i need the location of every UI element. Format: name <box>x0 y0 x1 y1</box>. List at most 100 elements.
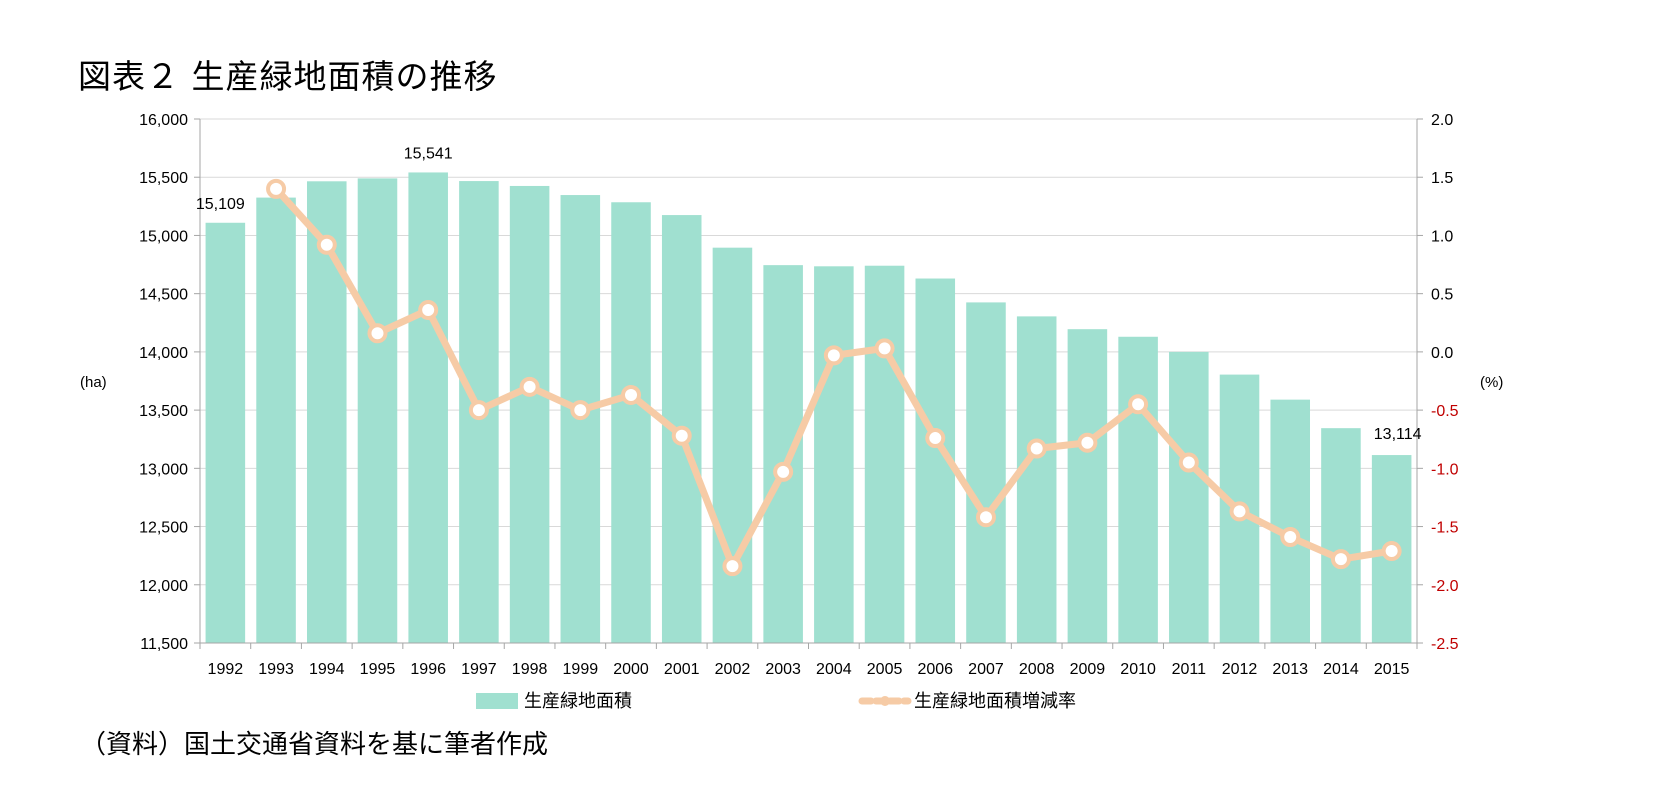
bar-data-label: 15,109 <box>196 196 245 213</box>
rate-point <box>671 425 692 446</box>
x-axis-tick-label: 1993 <box>258 661 294 678</box>
right-axis-tick-label: 1.5 <box>1431 170 1453 187</box>
left-axis-tick-label: 15,500 <box>139 170 188 187</box>
left-axis-unit: (ha) <box>80 374 107 391</box>
bar <box>205 222 246 643</box>
rate-point <box>468 400 489 421</box>
rate-point <box>823 345 844 366</box>
bar <box>1067 329 1108 643</box>
rate-point <box>1128 394 1149 415</box>
rate-point <box>1229 501 1250 522</box>
left-axis-tick-label: 13,000 <box>139 461 188 478</box>
x-axis-tick-label: 2001 <box>664 661 700 678</box>
bar <box>1169 351 1209 643</box>
x-axis-tick-label: 2008 <box>1019 661 1055 678</box>
rate-point <box>266 178 287 199</box>
legend-swatch-bar <box>476 693 518 709</box>
left-axis-tick-label: 14,000 <box>139 345 188 362</box>
x-axis-tick-label: 1995 <box>360 661 396 678</box>
legend-label-bar: 生産緑地面積 <box>524 691 632 712</box>
bar <box>864 265 905 643</box>
left-axis-tick-label: 13,500 <box>139 403 188 420</box>
legend-marker-line <box>880 696 890 706</box>
right-axis-tick-label: -1.0 <box>1431 461 1459 478</box>
left-axis-tick-label: 11,500 <box>140 636 188 653</box>
right-axis-tick-label: -2.5 <box>1431 636 1459 653</box>
x-axis-tick-label: 1992 <box>208 661 244 678</box>
bar-data-label: 15,541 <box>404 145 453 162</box>
left-axis-tick-label: 14,500 <box>139 287 188 304</box>
rate-point <box>722 556 743 577</box>
bar <box>509 185 550 643</box>
left-axis-tick-label: 16,000 <box>139 112 188 129</box>
left-axis-tick-label: 15,000 <box>139 228 188 245</box>
x-axis-tick-label: 2012 <box>1222 661 1258 678</box>
bar <box>1270 399 1311 643</box>
right-axis-tick-label: 0.5 <box>1431 287 1453 304</box>
rate-point <box>925 428 946 449</box>
rate-point <box>316 234 337 255</box>
rate-point <box>874 338 895 359</box>
bar <box>1016 316 1057 643</box>
rate-point <box>621 384 642 405</box>
left-axis-tick-label: 12,500 <box>139 520 188 537</box>
bar-data-label: 13,114 <box>1374 426 1422 443</box>
legend: 生産緑地面積 生産緑地面積増減率 <box>476 691 1076 712</box>
bar <box>966 302 1006 643</box>
left-axis-tick-label: 12,000 <box>139 578 188 595</box>
x-axis-tick-label: 2005 <box>867 661 903 678</box>
x-axis-tick-label: 2007 <box>968 661 1004 678</box>
x-axis-tick-label: 2014 <box>1323 661 1359 678</box>
bar <box>408 172 448 643</box>
x-axis-tick-label: 2010 <box>1120 661 1156 678</box>
bar <box>763 265 803 643</box>
x-axis-tick-label: 2004 <box>816 661 852 678</box>
rate-point <box>1077 432 1098 453</box>
bar <box>1118 336 1158 643</box>
source-note: （資料）国土交通省資料を基に筆者作成 <box>80 730 549 760</box>
rate-point <box>418 299 439 320</box>
rate-point <box>1381 541 1402 562</box>
x-axis-tick-label: 2015 <box>1374 661 1410 678</box>
right-axis-tick-label: 1.0 <box>1431 228 1453 245</box>
right-axis-tick-label: -0.5 <box>1431 403 1459 420</box>
rate-point <box>1280 527 1301 548</box>
right-axis-tick-label: -1.5 <box>1431 520 1459 537</box>
line-series <box>266 178 1402 577</box>
x-axis-tick-label: 2003 <box>765 661 801 678</box>
bar <box>712 247 753 643</box>
bar <box>256 197 296 643</box>
rate-point <box>1026 438 1047 459</box>
axes: 11,500 12,000 12,500 13,000 13,500 14,000 14,5… <box>80 112 1503 678</box>
x-axis-tick-label: 2002 <box>715 661 751 678</box>
x-axis-tick-label: 2011 <box>1172 661 1207 678</box>
x-axis-tick-label: 2006 <box>917 661 953 678</box>
rate-point <box>1178 452 1199 473</box>
bar <box>814 266 854 643</box>
x-axis-tick-label: 1998 <box>512 661 548 678</box>
x-axis-tick-label: 2000 <box>613 661 649 678</box>
rate-point <box>570 400 591 421</box>
x-axis-tick-label: 2013 <box>1272 661 1308 678</box>
bar <box>611 202 651 643</box>
rate-point <box>773 461 794 482</box>
x-axis-tick-label: 1994 <box>309 661 345 678</box>
rate-point <box>1330 549 1351 570</box>
right-axis-unit: (%) <box>1480 374 1503 391</box>
gridlines <box>200 118 1417 644</box>
bar <box>306 181 347 643</box>
right-axis-tick-label: 2.0 <box>1431 112 1453 129</box>
rate-point <box>367 323 388 344</box>
chart-title: 図表２ 生産緑地面積の推移 <box>78 57 498 96</box>
rate-point <box>975 507 996 528</box>
bar <box>1321 428 1361 643</box>
legend-label-line: 生産緑地面積増減率 <box>914 691 1076 712</box>
right-axis-tick-label: 0.0 <box>1431 345 1453 362</box>
data-labels: 15,109 15,541 13,114 <box>196 145 1422 443</box>
right-axis-tick-label: -2.0 <box>1431 578 1459 595</box>
x-axis-tick-label: 1999 <box>563 661 599 678</box>
rate-point <box>519 376 540 397</box>
bar <box>357 178 398 644</box>
x-axis-tick-label: 1996 <box>410 661 446 678</box>
